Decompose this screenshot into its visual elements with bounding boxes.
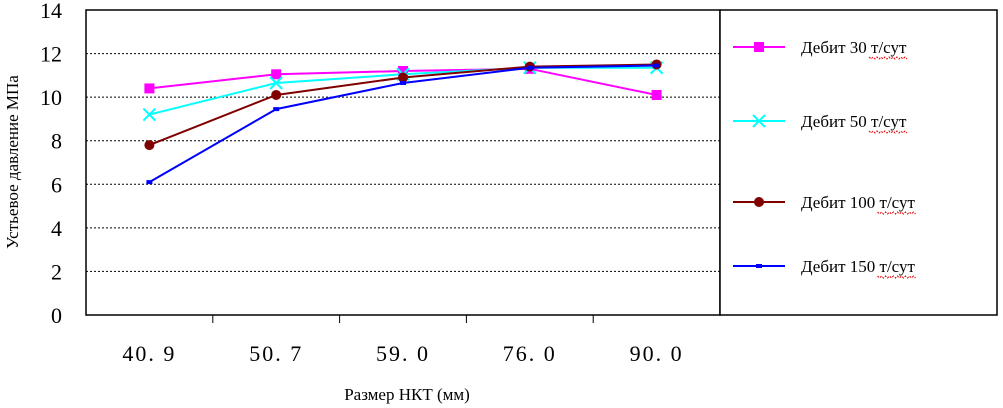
data-point xyxy=(400,80,406,85)
y-axis-title: Устьевое давление МПа xyxy=(3,75,22,249)
x-tick-label: 40. 9 xyxy=(122,341,176,366)
y-tick-label: 0 xyxy=(51,303,62,328)
data-point xyxy=(146,180,153,185)
legend-swatch-marker xyxy=(754,42,764,52)
data-point xyxy=(398,66,408,76)
data-point xyxy=(651,89,662,100)
y-tick-label: 14 xyxy=(40,0,62,23)
x-axis-title: Размер НКТ (мм) xyxy=(344,385,470,404)
legend-item: Дебит 150 т/сут xyxy=(733,257,916,279)
x-tick-label: 90. 0 xyxy=(630,341,684,366)
data-point xyxy=(144,140,155,151)
y-tick-label: 4 xyxy=(51,216,62,241)
data-point xyxy=(269,76,283,90)
legend-item: Дебит 30 т/сут xyxy=(733,38,908,60)
y-tick-label: 6 xyxy=(51,172,62,197)
y-tick-label: 2 xyxy=(51,259,62,284)
y-tick-label: 10 xyxy=(40,85,62,110)
legend-label: Дебит 150 т/сут xyxy=(801,257,915,276)
x-axis-ticks xyxy=(212,315,594,323)
x-axis-tick-labels: 40. 9 50. 7 59. 0 76. 0 90. 0 xyxy=(122,341,684,366)
x-tick-label: 50. 7 xyxy=(249,341,303,366)
data-point xyxy=(144,83,155,94)
y-axis-tick-labels: 0 2 4 6 8 10 12 14 xyxy=(40,0,62,328)
spellcheck-underline xyxy=(877,211,916,215)
legend-swatch-marker xyxy=(756,264,762,268)
plot-area xyxy=(85,9,721,316)
legend-label: Дебит 30 т/сут xyxy=(801,38,907,57)
data-point xyxy=(653,63,660,68)
legend: Дебит 30 т/сут Дебит 50 т/сут Дебит 100 т/… xyxy=(733,38,916,279)
legend-box xyxy=(719,9,998,316)
spellcheck-underline xyxy=(868,56,908,60)
series-4 xyxy=(146,63,660,185)
y-tick-label: 8 xyxy=(51,129,62,154)
data-point xyxy=(526,65,533,70)
y-tick-label: 12 xyxy=(40,42,62,67)
legend-swatch-marker xyxy=(754,197,764,207)
gridlines xyxy=(86,53,720,272)
legend-label: Дебит 100 т/сут xyxy=(801,193,915,212)
data-point xyxy=(271,89,282,100)
data-point xyxy=(142,107,157,122)
legend-item: Дебит 100 т/сут xyxy=(733,193,916,215)
data-point xyxy=(273,107,280,112)
data-point xyxy=(271,69,282,80)
series-group xyxy=(142,59,664,185)
x-tick-label: 59. 0 xyxy=(376,341,430,366)
data-point xyxy=(398,72,408,83)
legend-swatch-marker xyxy=(752,114,766,128)
spellcheck-underline xyxy=(868,130,908,134)
x-tick-label: 76. 0 xyxy=(503,341,557,366)
legend-item: Дебит 50 т/сут xyxy=(733,112,908,134)
legend-label: Дебит 50 т/сут xyxy=(801,112,907,131)
spellcheck-underline xyxy=(877,275,916,279)
